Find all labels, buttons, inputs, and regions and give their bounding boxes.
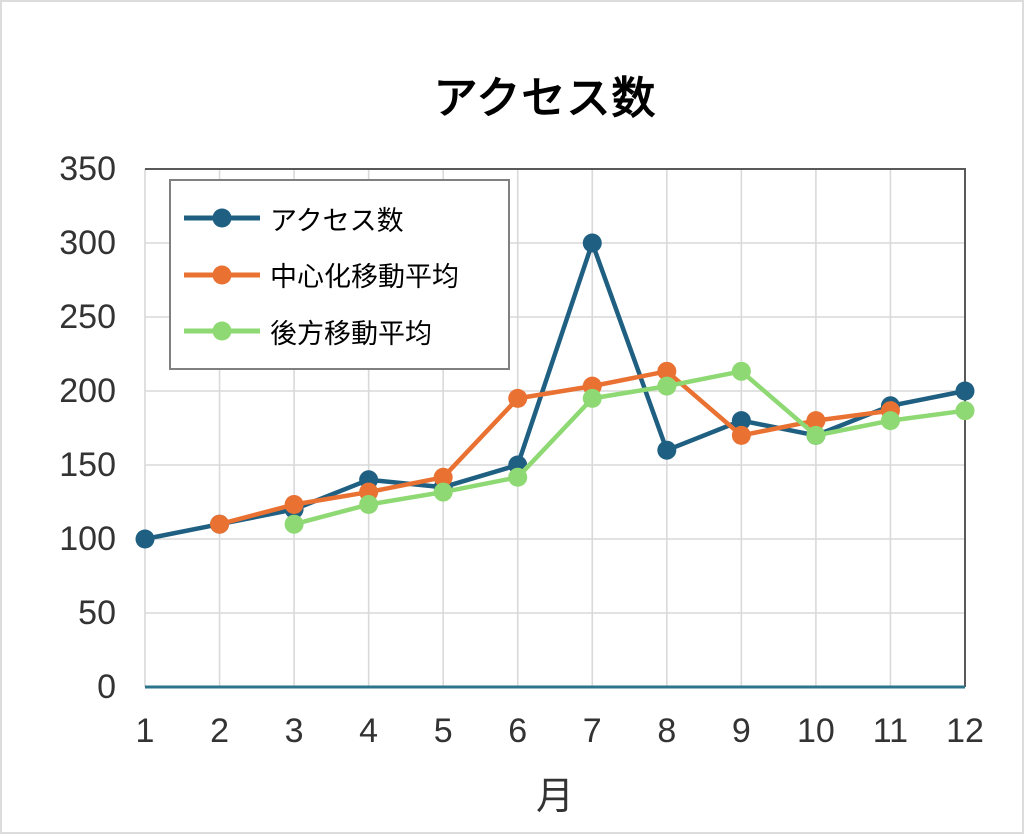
y-tick-label: 50 [78,594,116,632]
series-line-1 [217,369,893,527]
x-tick-label: 2 [210,712,229,750]
y-tick-label: 300 [59,224,116,262]
y-tick-label: 250 [59,298,116,336]
x-tick-label: 10 [796,712,835,750]
data-point-marker-1 [806,411,826,431]
x-axis-title: 月 [535,776,574,818]
series-line-0 [142,240,968,542]
data-point-marker-0 [731,411,751,431]
data-point-marker-0 [135,529,155,549]
data-point-marker-0 [582,233,602,253]
data-point-marker-0 [657,440,677,460]
data-point-marker-2 [359,495,379,515]
legend-item: アクセス数 [171,199,508,238]
x-tick-label: 8 [657,712,677,750]
legend: アクセス数中心化移動平均 後方移動平均 [169,179,510,370]
legend-item-label: 後方移動平均 [270,318,432,349]
y-tick-label: 350 [59,150,116,188]
legend-item: 後方移動平均 [171,312,508,351]
x-tick-label: 4 [359,712,379,750]
data-point-marker-1 [284,495,304,515]
legend-swatch-line-marker-icon [184,265,260,284]
data-point-marker-1 [657,361,677,381]
y-tick-label: 100 [59,520,116,558]
data-point-marker-1 [731,425,751,445]
chart-title: アクセス数 [433,74,657,123]
x-tick-label: 11 [872,712,909,750]
legend-swatch-line-marker-icon [184,208,260,228]
x-tick-label: 9 [731,712,751,750]
x-tick-label: 6 [508,712,528,750]
legend-item: 中心化移動平均 [171,255,508,294]
legend-item-label: 中心化移動平均 [270,262,459,292]
data-point-marker-2 [508,467,528,487]
y-tick-label: 200 [59,372,116,410]
x-tick-label: 7 [582,712,602,750]
x-tick-label: 3 [284,712,304,750]
data-point-marker-2 [731,361,751,381]
data-point-marker-2 [955,401,975,421]
data-point-marker-2 [806,425,826,445]
x-tick-label: 12 [946,712,984,750]
x-tick-label: 5 [433,712,453,750]
data-point-marker-1 [433,467,453,487]
series-line-2 [291,369,968,527]
data-point-marker-0 [955,381,975,401]
data-point-marker-2 [657,376,677,396]
legend-swatch-line-marker-icon [184,321,260,341]
data-point-marker-1 [508,388,528,408]
y-tick-label: 150 [59,446,116,484]
x-tick-label: 1 [135,712,155,750]
data-point-marker-1 [210,514,230,534]
data-point-marker-2 [582,388,602,408]
legend-item-label: アクセス数 [270,205,404,236]
data-point-marker-2 [433,482,453,502]
data-point-marker-2 [284,514,304,534]
y-tick-label: 0 [97,668,116,706]
data-point-marker-2 [880,411,900,431]
